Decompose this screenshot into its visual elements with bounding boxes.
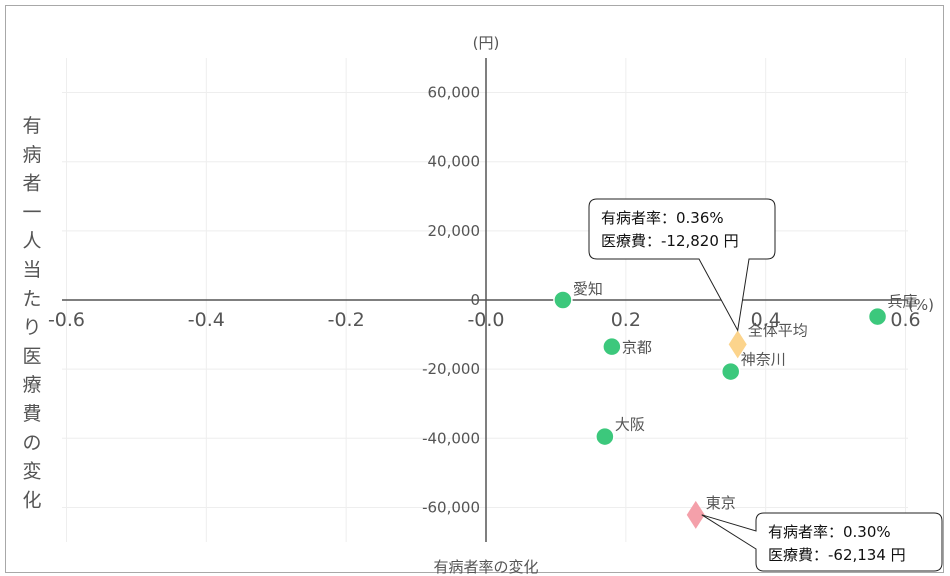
point-label: 大阪	[615, 416, 645, 434]
callout-line-1: 有病者率：0.36%	[601, 209, 724, 227]
data-point	[720, 361, 741, 382]
y-axis-title-char: 変	[22, 461, 41, 483]
chart-frame: -0.6 -0.4 -0.2 -0.0 0.2 0.4 0.6 -60,000 -40,000 -…	[5, 5, 944, 574]
y-axis-title-char: 当	[22, 259, 41, 281]
y-tick-label: -60,000	[422, 498, 480, 516]
y-unit-label: (円)	[473, 34, 500, 52]
data-point	[595, 426, 615, 447]
y-tick-label: 20,000	[428, 222, 481, 240]
x-tick-label: -0.4	[188, 309, 225, 331]
scatter-chart: -0.6 -0.4 -0.2 -0.0 0.2 0.4 0.6 -60,000 -40,000 -…	[22, 34, 943, 574]
y-axis-title-char: 医	[22, 345, 41, 367]
point-label: 愛知	[573, 280, 603, 298]
tick-layer: -0.6 -0.4 -0.2 -0.0 0.2 0.4 0.6 -60,000 -40,000 -…	[48, 84, 921, 517]
callout-box	[588, 198, 776, 332]
x-tick-label: -0.2	[328, 309, 365, 331]
y-tick-label: -40,000	[422, 429, 480, 447]
y-axis-title-char: た	[22, 288, 41, 310]
point-label: 東京	[706, 494, 736, 512]
x-tick-label: 0.4	[751, 309, 781, 331]
y-tick-label: 40,000	[428, 153, 481, 171]
y-axis-title-char: 者	[22, 173, 41, 195]
y-axis-title-char: の	[22, 432, 41, 454]
callout-tooltip: 有病者率：0.30% 医療費：-62,134 円	[701, 512, 943, 572]
point-label: 兵庫	[888, 293, 918, 311]
x-unit-label: (%)	[908, 296, 934, 314]
data-point-diamond	[686, 500, 705, 529]
y-tick-label: -20,000	[422, 360, 480, 378]
callout-tooltip: 有病者率：0.36% 医療費：-12,820 円	[588, 198, 776, 332]
y-tick-label: 60,000	[428, 84, 481, 102]
y-axis-title-char: 費	[22, 403, 41, 425]
y-axis-title-char: 一	[22, 201, 41, 223]
y-axis-title-char: 有	[22, 115, 41, 137]
x-tick-label: -0.0	[467, 309, 504, 331]
data-point	[553, 290, 573, 310]
callout-line-1: 有病者率：0.30%	[768, 523, 891, 541]
data-point-diamond	[728, 330, 747, 359]
callout-box	[701, 512, 943, 572]
y-tick-label: 0	[470, 291, 480, 309]
callout-line-2: 医療費：-12,820 円	[601, 232, 739, 250]
callout-line-2: 医療費：-62,134 円	[768, 546, 906, 564]
x-axis-title: 有病者率の変化	[433, 558, 538, 574]
point-label: 神奈川	[741, 351, 786, 369]
point-label: 京都	[622, 339, 652, 357]
y-axis-title-char: 人	[22, 230, 41, 252]
x-tick-label: 0.2	[611, 309, 641, 331]
data-point	[602, 336, 622, 357]
x-tick-label: -0.6	[48, 309, 85, 331]
y-axis-title-char: り	[22, 317, 41, 339]
axis-layer	[62, 58, 908, 542]
data-point	[867, 306, 888, 327]
point-label: 全体平均	[748, 321, 808, 339]
y-axis-title-char: 化	[22, 489, 41, 511]
y-axis-title-char: 病	[22, 144, 41, 166]
x-tick-label: 0.6	[890, 309, 920, 331]
y-axis-title-char: 療	[22, 374, 41, 396]
